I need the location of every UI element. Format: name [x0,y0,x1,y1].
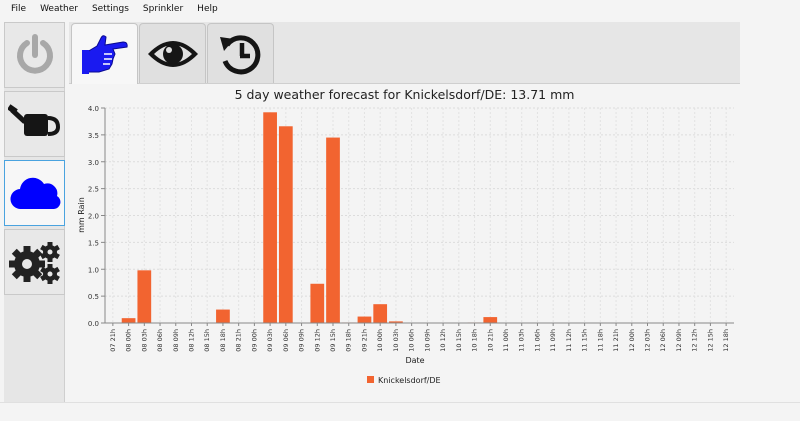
x-tick-label: 09 18h [345,329,353,352]
history-icon [219,34,260,74]
x-tick-label: 10 21h [486,329,494,352]
y-tick-label: 2.5 [88,186,99,194]
x-tick-label: 10 12h [439,329,447,352]
x-tick-label: 08 09h [172,329,180,352]
x-tick-label: 12 00h [628,329,636,352]
x-tick-label: 08 12h [187,329,195,352]
cloud-icon [9,177,60,210]
x-tick-label: 12 15h [706,329,714,352]
sidebar-sprinkler-button[interactable] [4,91,65,157]
x-tick-label: 08 18h [219,329,227,352]
sidebar-power-button[interactable] [4,22,65,88]
x-tick-label: 12 09h [675,329,683,352]
grid [105,107,734,324]
y-tick-label: 0.0 [88,320,99,328]
x-tick-label: 12 12h [691,329,699,352]
menu-file[interactable]: File [11,4,27,14]
tab-manual[interactable] [71,23,138,84]
x-tick-label: 08 00h [125,329,133,352]
bar [216,309,230,323]
x-tick-label: 12 06h [659,329,667,352]
weather-chart: 5 day weather forecast for Knickelsdorf/… [69,84,740,394]
y-tick-label: 1.0 [88,266,99,274]
menu-help[interactable]: Help [197,4,218,14]
sidebar [4,22,65,402]
y-tick-label: 3.0 [88,159,99,167]
x-tick-label: 09 06h [282,329,290,352]
bar [483,317,498,323]
sidebar-settings-button[interactable] [4,229,65,295]
x-tick-label: 09 09h [298,329,306,352]
x-tick-label: 11 00h [502,329,510,352]
tab-history[interactable] [207,23,274,83]
x-tick-label: 11 03h [518,329,526,352]
x-tick-label: 10 03h [392,329,400,352]
x-tick-label: 10 18h [471,329,479,352]
status-strip [0,402,800,421]
menu-bar: File Weather Settings Sprinkler Help [0,0,800,18]
x-tick-label: 08 21h [235,329,243,352]
tab-bar [69,22,740,84]
eye-icon [147,40,198,67]
axes: 0.0 0.5 1.0 1.5 2.0 2.5 3.0 3.5 4.0 07 21h 08 00h 0… [88,105,734,352]
y-tick-label: 3.5 [88,132,99,140]
menu-settings[interactable]: Settings [91,4,129,14]
bar [137,270,152,323]
x-tick-label: 10 00h [376,329,384,352]
watering-can-icon [7,104,60,136]
x-tick-label: 11 15h [581,329,589,352]
bar [357,316,372,323]
bar [278,126,293,324]
x-tick-label: 10 09h [423,329,431,352]
bar-chart: 0.0 0.5 1.0 1.5 2.0 2.5 3.0 3.5 4.0 07 21h 08 00h 0… [77,105,734,385]
bar [263,112,277,323]
legend: Knickelsdorf/DE [367,376,441,385]
x-tick-label: 10 06h [408,329,416,352]
legend-label: Knickelsdorf/DE [378,376,441,385]
bars [121,112,498,324]
x-tick-label: 09 00h [250,329,258,352]
bar [373,304,388,323]
menu-weather[interactable]: Weather [40,4,78,14]
menu-sprinkler[interactable]: Sprinkler [142,4,184,14]
x-tick-label: 12 18h [722,329,730,352]
chart-title: 5 day weather forecast for Knickelsdorf/… [234,87,575,102]
x-tick-label: 09 15h [329,329,337,352]
bar [389,321,403,323]
x-tick-label: 11 12h [565,329,573,352]
x-tick-label: 11 21h [612,329,620,352]
x-tick-label: 11 06h [533,329,541,352]
x-tick-label: 08 03h [140,329,148,352]
x-tick-label: 09 21h [360,329,368,352]
x-tick-label: 07 21h [109,329,117,352]
x-tick-label: 11 18h [596,329,604,352]
x-tick-label: 09 12h [313,329,321,352]
sidebar-weather-button[interactable] [4,160,65,226]
x-tick-label: 10 15h [455,329,463,352]
power-icon [16,34,53,74]
bar [121,318,136,323]
tab-monitor[interactable] [139,23,206,83]
x-axis-label: Date [405,356,424,365]
y-tick-label: 4.0 [88,105,99,113]
x-tick-label: 11 09h [549,329,557,352]
y-tick-label: 2.0 [88,213,99,221]
x-tick-label: 12 03h [644,329,652,352]
pointing-hand-icon [81,35,128,74]
bar [326,137,340,323]
bar [310,283,325,323]
y-tick-label: 0.5 [88,293,99,301]
x-tick-label: 09 03h [266,329,274,352]
x-tick-label: 08 15h [203,329,211,352]
gears-icon [8,242,60,284]
y-tick-label: 1.5 [88,239,99,247]
legend-swatch [367,376,374,383]
x-tick-label: 08 06h [156,329,164,352]
y-axis-label: mm Rain [77,197,86,233]
